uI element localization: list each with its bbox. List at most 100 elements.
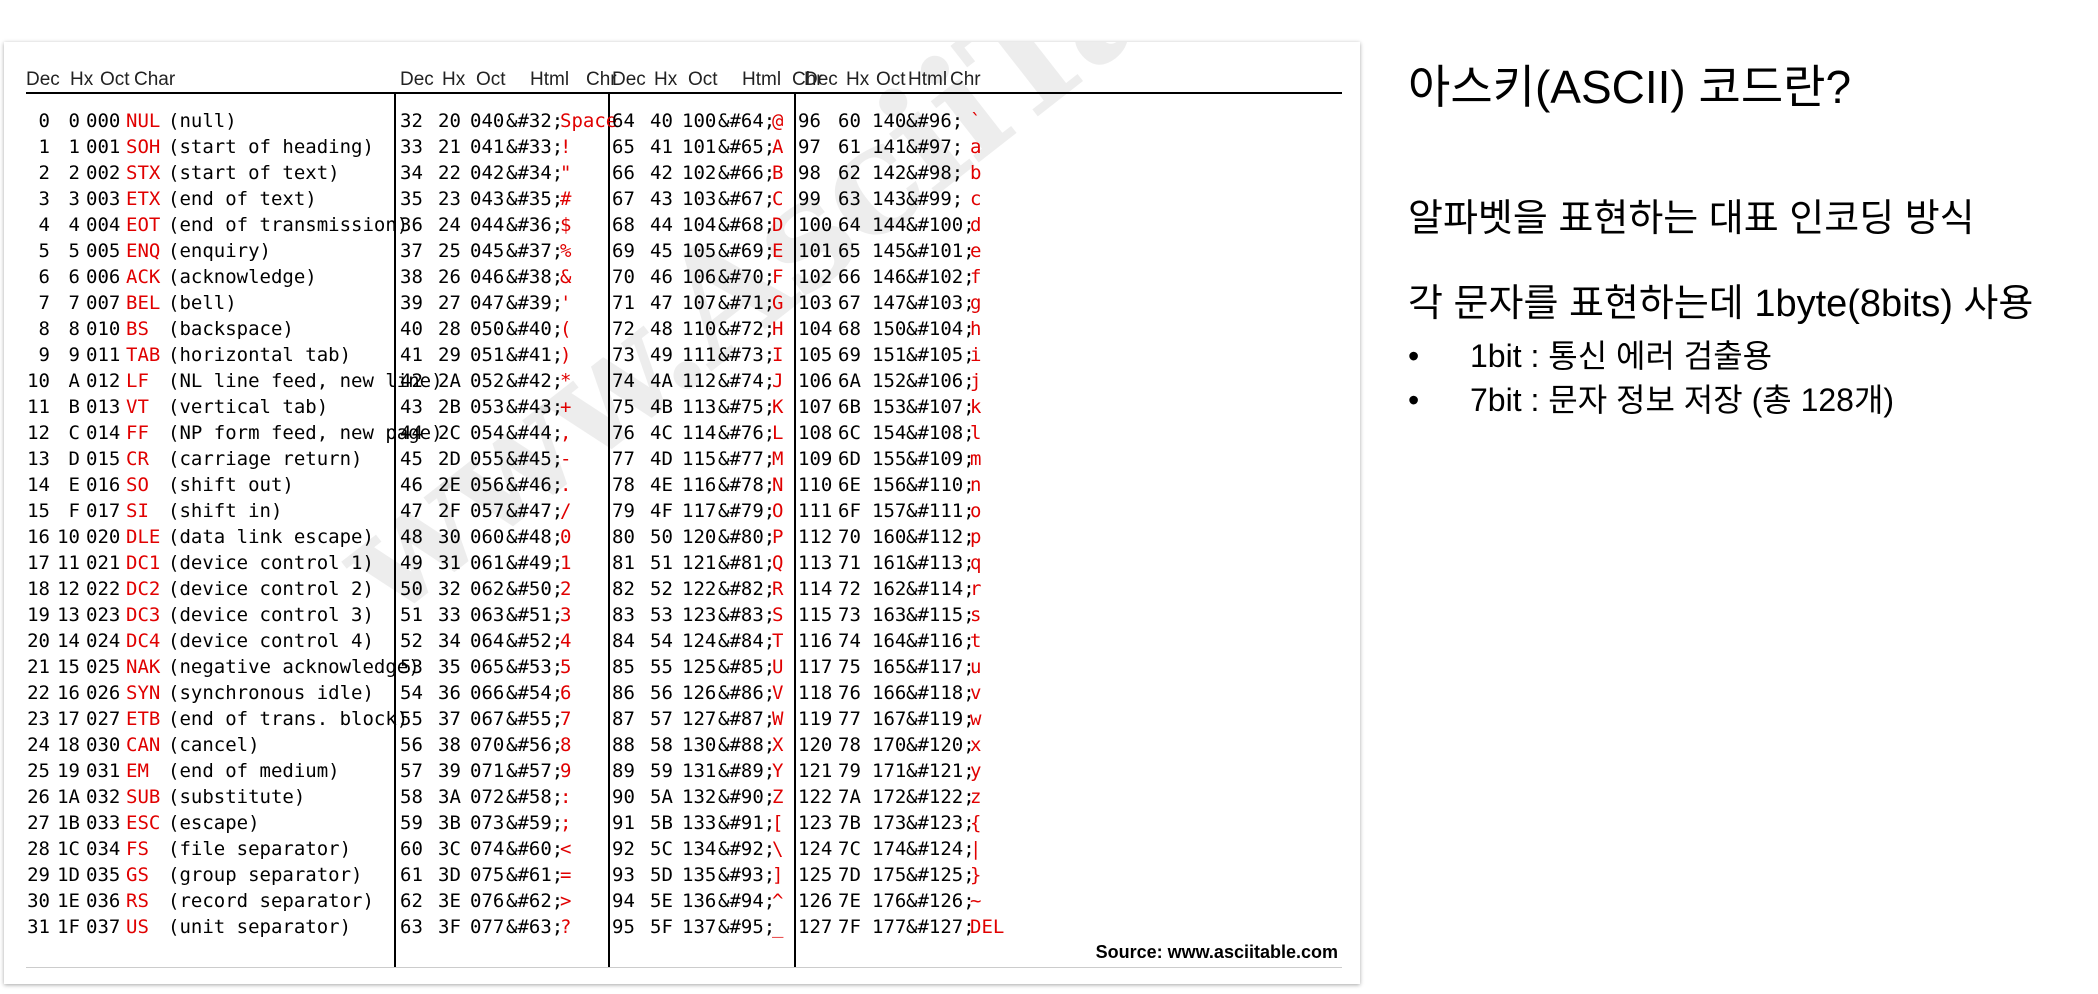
table-cell: 076	[470, 890, 505, 912]
table-cell: 023	[86, 604, 121, 626]
table-cell: &#40;	[506, 318, 564, 340]
table-cell: 136	[682, 890, 717, 912]
table-cell: 41	[400, 344, 423, 366]
table-cell: 41	[650, 136, 673, 158]
table-cell: 100	[798, 214, 833, 236]
table-cell: 10	[27, 370, 50, 392]
table-cell: &#82;	[718, 578, 776, 600]
table-cell: &#63;	[506, 916, 564, 938]
table-cell: 3	[560, 604, 572, 626]
table-cell: 1A	[57, 786, 80, 808]
table-cell: &#124;	[906, 838, 975, 860]
table-row: 39 27 047 &#39; '	[400, 290, 608, 316]
table-cell: 61	[400, 864, 423, 886]
table-cell: &#62;	[506, 890, 564, 912]
table-cell: 82	[612, 578, 635, 600]
table-cell: &#120;	[906, 734, 975, 756]
table-cell: 110	[682, 318, 717, 340]
table-row: 40 28 050 &#40;(	[400, 316, 608, 342]
table-cell: &#116;	[906, 630, 975, 652]
table-row: 51 33 063 &#51; 3	[400, 602, 608, 628]
table-cell: (shift in)	[168, 500, 283, 522]
table-row: 28 1C 034 FS (file separator)	[26, 836, 392, 862]
table-row: 77 4D 115 &#77; M	[612, 446, 794, 472]
table-cell: 131	[682, 760, 717, 782]
table-cell: ;	[560, 812, 572, 834]
table-cell: 28	[438, 318, 461, 340]
table-cell: (cancel)	[168, 734, 260, 756]
table-cell: 2C	[438, 422, 461, 444]
table-cell: 5E	[650, 890, 673, 912]
table-cell: 4	[68, 214, 80, 236]
table-cell: &#56;	[506, 734, 564, 756]
header-rule	[26, 92, 1342, 94]
table-cell: &#126;	[906, 890, 975, 912]
table-cell: 070	[470, 734, 505, 756]
explanation-panel: 아스키(ASCII) 코드란? 알파벳을 표현하는 대표 인코딩 방식 각 문자…	[1408, 60, 2058, 422]
table-cell: 107	[682, 292, 717, 314]
table-cell: US	[126, 916, 149, 938]
table-row: 120 78 170 &#120; x	[798, 732, 1004, 758]
table-cell: 012	[86, 370, 121, 392]
table-cell: X	[772, 734, 784, 756]
table-cell: 7A	[838, 786, 861, 808]
table-cell: &#50;	[506, 578, 564, 600]
table-cell: 43	[650, 188, 673, 210]
table-row: 82 52 122 &#82; R	[612, 576, 794, 602]
table-cell: (shift out)	[168, 474, 294, 496]
table-cell: R	[772, 578, 784, 600]
table-cell: 67	[838, 292, 861, 314]
table-cell: 054	[470, 422, 505, 444]
table-cell: 54	[650, 630, 673, 652]
table-cell: &#103;	[906, 292, 975, 314]
table-cell: 25	[438, 240, 461, 262]
table-cell: 77	[838, 708, 861, 730]
table-cell: 166	[872, 682, 907, 704]
table-cell: ?	[560, 916, 572, 938]
table-cell: 123	[798, 812, 833, 834]
table-cell: 163	[872, 604, 907, 626]
table-cell: 0	[38, 110, 50, 132]
table-cell: &#104;	[906, 318, 975, 340]
table-cell: 81	[612, 552, 635, 574]
table-cell: &#92;	[718, 838, 776, 860]
table-cell: 33	[438, 604, 461, 626]
table-cell: 29	[438, 344, 461, 366]
table-cell: 111	[798, 500, 833, 522]
table-cell: 103	[682, 188, 717, 210]
table-cell: 10	[57, 526, 80, 548]
table-cell: 98	[798, 162, 821, 184]
divider	[394, 92, 396, 967]
table-cell: Y	[772, 760, 784, 782]
table-cell: 057	[470, 500, 505, 522]
table-cell: N	[772, 474, 784, 496]
table-cell: 3B	[438, 812, 461, 834]
table-cell: @	[772, 110, 784, 132]
table-cell: 62	[400, 890, 423, 912]
table-cell: 122	[798, 786, 833, 808]
table-row: 81 51 121 &#81; Q	[612, 550, 794, 576]
table-cell: 22	[438, 162, 461, 184]
table-cell: &#77;	[718, 448, 776, 470]
table-cell: 97	[798, 136, 821, 158]
table-cell: 145	[872, 240, 907, 262]
table-cell: 6A	[838, 370, 861, 392]
table-cell: 017	[86, 500, 121, 522]
table-cell: 141	[872, 136, 907, 158]
table-cell: ~	[970, 890, 982, 912]
table-cell: ]	[772, 864, 784, 886]
table-cell: V	[772, 682, 784, 704]
table-cell: 46	[400, 474, 423, 496]
table-cell: BS	[126, 318, 149, 340]
bullet-list: 1bit : 통신 에러 검출용 7bit : 문자 정보 저장 (총 128개…	[1408, 334, 2058, 422]
table-row: 102 66 146 &#102; f	[798, 264, 1004, 290]
table-cell: 95	[612, 916, 635, 938]
table-cell: 3D	[438, 864, 461, 886]
table-row: 41 29 051 &#41;)	[400, 342, 608, 368]
table-row: 121 79 171 &#121; y	[798, 758, 1004, 784]
table-cell: 30	[27, 890, 50, 912]
table-cell: z	[970, 786, 982, 808]
table-cell: 74	[612, 370, 635, 392]
table-row: 53 35 065 &#53; 5	[400, 654, 608, 680]
table-cell: 036	[86, 890, 121, 912]
